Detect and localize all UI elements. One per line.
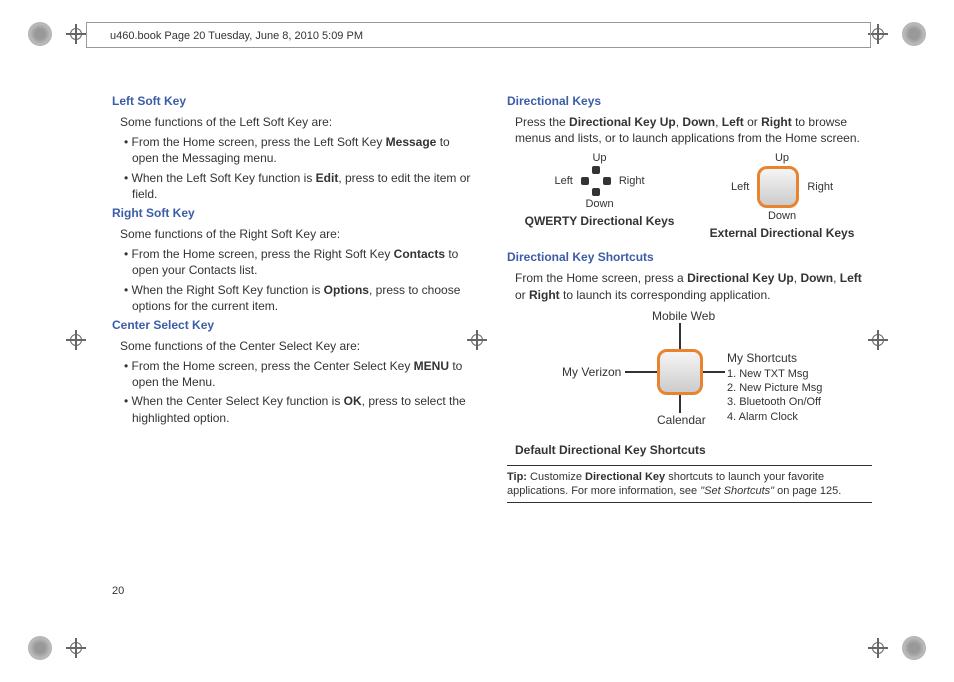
corner-ornament-icon — [28, 22, 52, 46]
label-down: Down — [525, 198, 675, 210]
external-dpad-diagram: Up Left Right Down External Directional … — [710, 152, 855, 240]
heading-center-select-key: Center Select Key — [112, 318, 477, 332]
intro-text: Some functions of the Center Select Key … — [120, 338, 477, 354]
shortcut-right-label: My Shortcuts — [727, 351, 797, 365]
connector-line — [625, 371, 657, 373]
heading-left-soft-key: Left Soft Key — [112, 94, 477, 108]
crop-mark-icon — [868, 24, 888, 44]
crop-mark-icon — [66, 330, 86, 350]
caption-external: External Directional Keys — [710, 226, 855, 240]
shortcut-list-item: 1. New TXT Msg — [727, 367, 822, 381]
shortcut-list-item: 3. Bluetooth On/Off — [727, 395, 822, 409]
corner-ornament-icon — [28, 636, 52, 660]
list-item: From the Home screen, press the Right So… — [124, 246, 477, 278]
tip-box: Tip: Customize Directional Key shortcuts… — [507, 465, 872, 504]
shortcut-list-item: 2. New Picture Msg — [727, 381, 822, 395]
corner-ornament-icon — [902, 636, 926, 660]
page-number: 20 — [112, 585, 124, 597]
intro-text: Some functions of the Left Soft Key are: — [120, 114, 477, 130]
crop-mark-icon — [66, 24, 86, 44]
connector-line — [679, 323, 681, 349]
shortcuts-list: 1. New TXT Msg 2. New Picture Msg 3. Blu… — [727, 367, 822, 424]
list-item: When the Center Select Key function is O… — [124, 393, 477, 425]
list-item: From the Home screen, press the Center S… — [124, 358, 477, 390]
corner-ornament-icon — [902, 22, 926, 46]
shortcut-up-label: Mobile Web — [652, 309, 715, 323]
heading-right-soft-key: Right Soft Key — [112, 206, 477, 220]
external-dpad-icon — [657, 349, 703, 395]
connector-line — [679, 395, 681, 413]
crop-mark-icon — [868, 638, 888, 658]
heading-directional-shortcuts: Directional Key Shortcuts — [507, 250, 872, 264]
label-up: Up — [525, 152, 675, 164]
caption-qwerty: QWERTY Directional Keys — [525, 214, 675, 228]
label-left: Left — [731, 181, 749, 193]
intro-text: Some functions of the Right Soft Key are… — [120, 226, 477, 242]
shortcut-down-label: Calendar — [657, 413, 706, 427]
crop-mark-icon — [66, 638, 86, 658]
shortcut-list-item: 4. Alarm Clock — [727, 410, 822, 424]
label-up: Up — [710, 152, 855, 164]
label-right: Right — [807, 181, 833, 193]
caption-default-shortcuts: Default Directional Key Shortcuts — [515, 443, 872, 457]
heading-directional-keys: Directional Keys — [507, 94, 872, 108]
qwerty-dpad-icon — [581, 166, 611, 196]
list-item: When the Left Soft Key function is Edit,… — [124, 170, 477, 202]
header-text: u460.book Page 20 Tuesday, June 8, 2010 … — [110, 30, 363, 42]
qwerty-dpad-diagram: Up Left Right Down QWERTY Directional Ke… — [525, 152, 675, 240]
right-column: Directional Keys Press the Directional K… — [507, 90, 872, 503]
paragraph: Press the Directional Key Up, Down, Left… — [515, 114, 872, 146]
tip-label: Tip: — [507, 471, 527, 483]
external-dpad-icon — [757, 166, 799, 208]
shortcut-diagram: Mobile Web My Verizon My Shortcuts 1. Ne… — [507, 309, 872, 439]
shortcut-left-label: My Verizon — [562, 365, 621, 379]
left-column: Left Soft Key Some functions of the Left… — [112, 90, 477, 503]
label-down: Down — [710, 210, 855, 222]
dpad-diagram-row: Up Left Right Down QWERTY Directional Ke… — [507, 152, 872, 240]
paragraph: From the Home screen, press a Directiona… — [515, 270, 872, 302]
list-item: When the Right Soft Key function is Opti… — [124, 282, 477, 314]
label-left: Left — [555, 175, 573, 187]
connector-line — [703, 371, 725, 373]
label-right: Right — [619, 175, 645, 187]
list-item: From the Home screen, press the Left Sof… — [124, 134, 477, 166]
